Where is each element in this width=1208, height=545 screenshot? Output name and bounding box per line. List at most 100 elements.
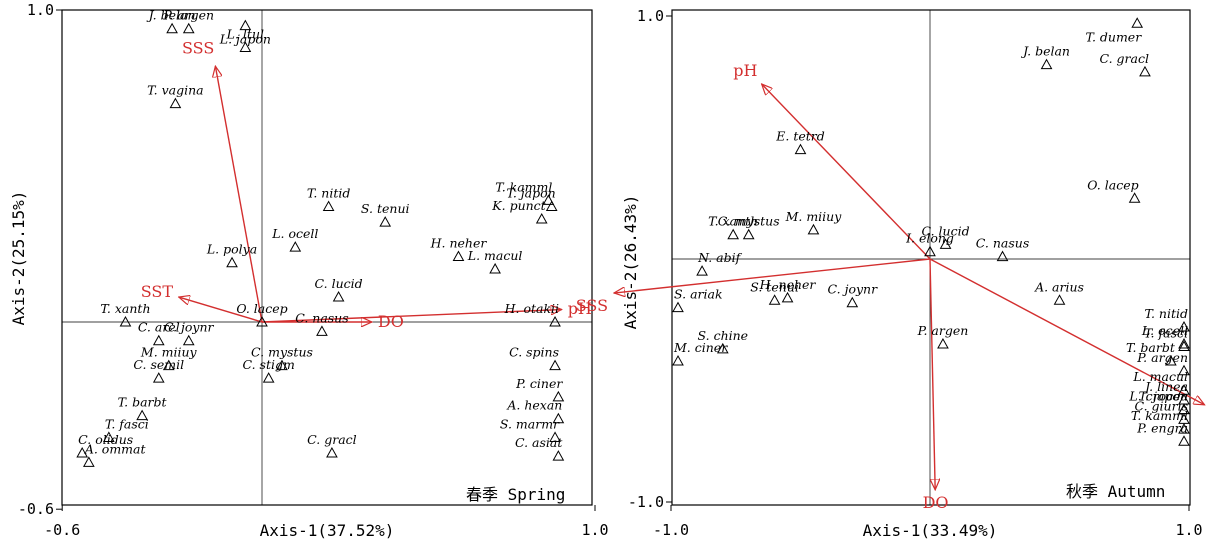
species-point-i-elong (924, 245, 936, 257)
species-point-t-fasci (1178, 340, 1190, 351)
spring-y-axis-label: Axis-2(25.15%) (9, 191, 28, 326)
env-arrow-do (929, 258, 935, 490)
species-label-s-ariak: S. ariak (674, 287, 723, 302)
species-label-p-ciner: P. ciner (515, 376, 563, 391)
env-label-do: DO (923, 493, 949, 512)
species-point-c-nasus (316, 325, 328, 336)
species-point-t-nitid (1178, 321, 1190, 332)
species-point-l-ocell (1178, 338, 1190, 349)
species-point-l-polya (226, 256, 238, 268)
species-label-e-tetrd: E. tetrd (775, 129, 825, 144)
species-point-c-gracl (1139, 65, 1151, 77)
species-label-s-tenui: S. tenui (361, 201, 410, 216)
species-label-t-kamml: T. kamml (495, 179, 552, 194)
species-label-c-gracl: C. gracl (1099, 51, 1149, 66)
spring-season-label: 春季 Spring (466, 485, 565, 504)
species-label-c-spins: C. spins (509, 345, 559, 360)
species-label-a-ommat: A. ommat (84, 441, 147, 456)
species-point-c-mystus (742, 228, 755, 240)
spring-environment-arrows: SSS SST DO pH (141, 38, 592, 331)
species-label-t-nitid: T. nitid (307, 186, 351, 201)
species-label-m-ciner: M. ciner (673, 340, 728, 355)
species-label-c-joynr: C. joynr (164, 320, 215, 335)
species-label-t-japon: T. japon (506, 186, 555, 201)
species-point-l-ltul (239, 41, 252, 52)
species-point-c-nasus (996, 250, 1009, 262)
x-tick-label: -1.0 (653, 521, 689, 539)
species-point-l-ocell (289, 241, 302, 252)
species-label-c-lucid: C. lucid (921, 223, 969, 238)
species-label-t-kamml: T. kamml (1131, 408, 1188, 423)
species-point-n-abif (696, 265, 708, 276)
species-point-c-asiat (552, 450, 565, 461)
species-label-c-mystus: C. mystus (251, 345, 313, 360)
species-label-o-lacep: O. lacep (236, 301, 287, 316)
species-label-a-arius: A. arius (1034, 279, 1084, 294)
autumn-environment-arrows: pHSSSSSTDO (576, 61, 1208, 512)
species-label-s-marmr: S. marmr (500, 416, 560, 431)
env-arrow-ph (762, 84, 931, 260)
species-label-k-punct: K. punct (491, 198, 546, 213)
species-label-j-belan: J. belan (146, 8, 196, 23)
species-label-h-otakii: H. otakii (504, 301, 559, 316)
env-label-sss: SSS (576, 296, 608, 315)
species-point-a-ommat (82, 456, 95, 467)
species-point-c-semil (152, 372, 165, 383)
species-point-s-chine (716, 342, 729, 354)
species-label-l-japon: L. japon (219, 32, 271, 47)
species-label-c-stigm: C. stigm (242, 357, 294, 372)
species-point-p-argen (182, 22, 195, 34)
species-label-a-hexan: A. hexan (506, 398, 562, 413)
species-point-c-lucid (332, 291, 345, 302)
species-point-p-ciner (552, 390, 565, 402)
species-point-t-nitid (322, 200, 335, 212)
species-point-l-macul (489, 262, 501, 274)
species-point-m-miiuy (807, 223, 820, 235)
species-point-h-otakii (549, 315, 561, 327)
species-point-k-punct (535, 213, 548, 224)
species-point-j-belan (166, 22, 178, 34)
species-point-t-kamml (542, 194, 555, 205)
species-label-h-neher: H. neher (430, 235, 488, 250)
species-point-t-japon (545, 200, 558, 212)
species-label-c-joynr: C. joynr (828, 282, 879, 297)
x-tick-label: 1.0 (1175, 521, 1202, 539)
x-tick-label: 1.0 (581, 521, 608, 539)
species-label-l-ocell: L. ocell (271, 226, 318, 241)
env-arrow-sst (179, 297, 263, 323)
species-point-c-gracl (326, 447, 338, 458)
species-label-c-lucid: C. lucid (315, 276, 363, 291)
env-label-sst: SST (141, 282, 174, 301)
species-point-c-mystus (276, 359, 288, 371)
species-point-s-tenui (379, 216, 392, 227)
species-label-c-asiat: C. asiat (515, 435, 563, 450)
species-label-c-mystus: C. mystus (718, 214, 780, 229)
species-label-t-fasci: T. fasci (1144, 325, 1188, 340)
species-label-t-barbt: T. barbt (1126, 340, 1176, 355)
species-point-p-engra (1178, 435, 1190, 446)
species-point-t-kamml (1178, 423, 1190, 434)
species-label-p-engra: P. engra (1136, 420, 1188, 435)
spring-axis-ticks: -0.6 1.0 1.0 -0.6 (18, 1, 609, 539)
y-tick-label: -1.0 (628, 493, 664, 511)
spring-x-axis-label: Axis-1(37.52%) (260, 521, 395, 540)
species-label-n-abif: N. abif (697, 250, 743, 265)
species-label-c-arel: C. arel (138, 320, 180, 335)
species-label-t-xanth: T. xanth (708, 214, 758, 229)
species-point-m-ciner (672, 355, 684, 366)
species-label-p-argen: P. argen (917, 323, 969, 338)
env-label-do: DO (378, 312, 404, 331)
species-label-l-macul: L. macul (467, 248, 523, 263)
species-label-c-nasus: C. nasus (976, 236, 1029, 251)
env-arrow-sss (215, 66, 263, 323)
species-point-p-argen (1178, 364, 1190, 376)
species-point-t-dumer (1131, 17, 1144, 28)
species-label-p-argen: P. argen (162, 8, 214, 23)
species-label-c-giuris: C. giuris (1134, 398, 1188, 413)
species-point-t-barbt (136, 409, 148, 421)
species-point-t-xanth (727, 228, 740, 240)
species-point-c-spins (549, 359, 561, 371)
species-point-c-arel (152, 334, 165, 346)
